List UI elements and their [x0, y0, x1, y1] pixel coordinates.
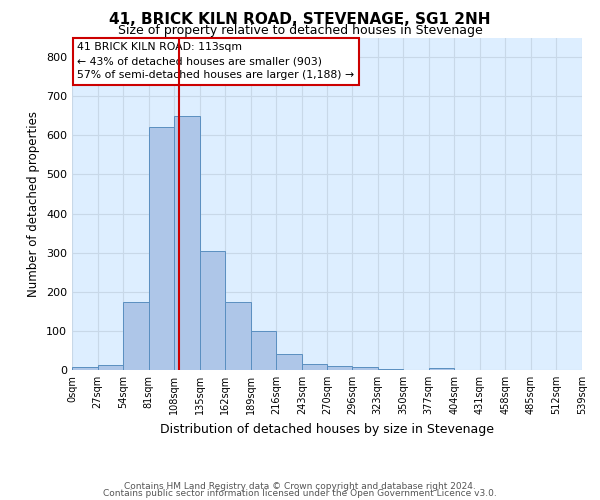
Bar	[225, 302, 251, 370]
Y-axis label: Number of detached properties: Number of detached properties	[28, 111, 40, 296]
Bar	[377, 369, 403, 370]
Bar	[429, 368, 454, 370]
Bar	[200, 250, 225, 370]
Bar	[98, 365, 123, 370]
Text: 41 BRICK KILN ROAD: 113sqm
← 43% of detached houses are smaller (903)
57% of sem: 41 BRICK KILN ROAD: 113sqm ← 43% of deta…	[77, 42, 354, 80]
Bar	[251, 331, 277, 370]
Bar	[328, 366, 352, 370]
Bar	[149, 128, 174, 370]
Bar	[277, 354, 302, 370]
Text: Size of property relative to detached houses in Stevenage: Size of property relative to detached ho…	[118, 24, 482, 37]
Bar	[302, 364, 328, 370]
Bar	[352, 367, 377, 370]
X-axis label: Distribution of detached houses by size in Stevenage: Distribution of detached houses by size …	[160, 422, 494, 436]
Bar	[174, 116, 200, 370]
Text: Contains HM Land Registry data © Crown copyright and database right 2024.: Contains HM Land Registry data © Crown c…	[124, 482, 476, 491]
Bar	[123, 302, 149, 370]
Bar	[72, 367, 98, 370]
Text: 41, BRICK KILN ROAD, STEVENAGE, SG1 2NH: 41, BRICK KILN ROAD, STEVENAGE, SG1 2NH	[109, 12, 491, 28]
Text: Contains public sector information licensed under the Open Government Licence v3: Contains public sector information licen…	[103, 490, 497, 498]
